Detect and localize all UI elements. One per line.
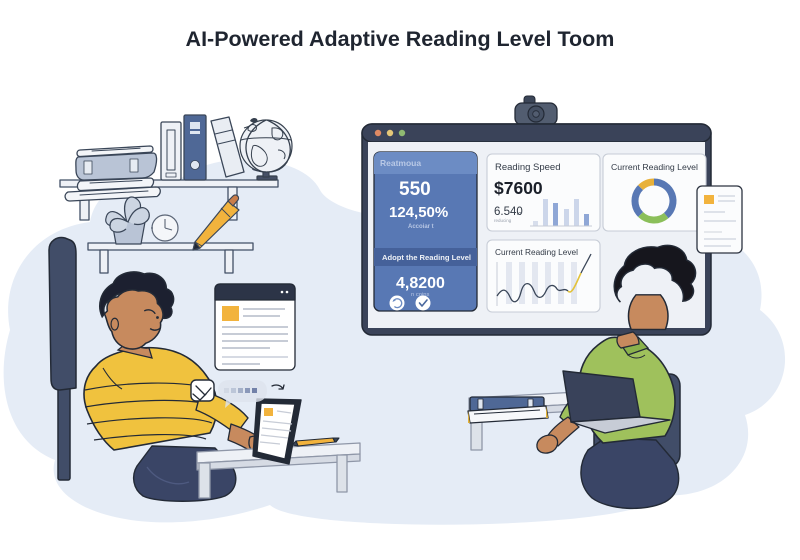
svg-text:reducing: reducing (494, 218, 512, 223)
svg-text:124,50%: 124,50% (389, 204, 448, 221)
svg-text:io: io (517, 211, 521, 217)
svg-text:4,8200: 4,8200 (396, 275, 445, 292)
svg-text:550: 550 (399, 179, 431, 200)
svg-text:Accoiar t: Accoiar t (408, 224, 434, 230)
svg-text:$7600: $7600 (494, 178, 543, 198)
svg-text:Adopt the Reading Level: Adopt the Reading Level (382, 253, 471, 262)
svg-text:Current Reading Level: Current Reading Level (611, 162, 698, 172)
svg-text:Reatmoua: Reatmoua (380, 158, 421, 168)
svg-text:AI-Powered Adaptive Reading Le: AI-Powered Adaptive Reading Level Toom (186, 27, 615, 51)
svg-text:Reading Speed: Reading Speed (495, 162, 561, 173)
svg-text:Current Reading Level: Current Reading Level (495, 247, 578, 257)
